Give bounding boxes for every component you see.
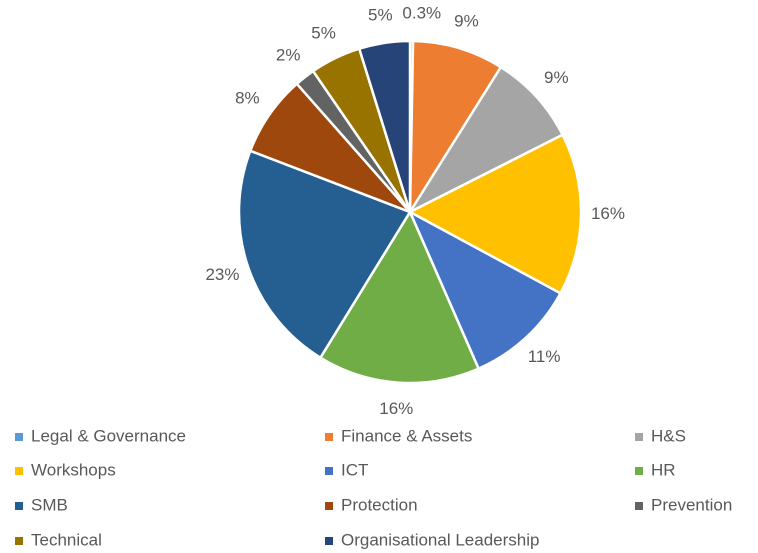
pie-slice xyxy=(408,39,503,217)
legend-label: Workshops xyxy=(31,460,116,479)
data-label: 16% xyxy=(379,399,413,418)
pie-slice xyxy=(407,209,563,371)
legend-label: Legal & Governance xyxy=(31,426,186,445)
data-label: 9% xyxy=(544,68,569,87)
data-label: 0.3% xyxy=(402,3,441,22)
legend-label: Organisational Leadership xyxy=(341,530,539,549)
legend-swatch xyxy=(325,537,333,545)
legend-swatch xyxy=(325,502,333,510)
data-label: 23% xyxy=(205,265,239,284)
data-label: 5% xyxy=(368,6,393,25)
legend-label: HR xyxy=(651,460,676,479)
data-label: 5% xyxy=(311,23,336,42)
data-label: 8% xyxy=(235,89,260,108)
data-label: 9% xyxy=(454,12,479,31)
legend-swatch xyxy=(15,467,23,475)
legend-swatch xyxy=(325,433,333,441)
legend-label: ICT xyxy=(341,460,368,479)
legend-label: Protection xyxy=(341,495,418,514)
data-label: 11% xyxy=(528,347,561,366)
pie-slice xyxy=(237,149,412,360)
pie-slice xyxy=(407,133,583,295)
legend-swatch xyxy=(325,467,333,475)
legend-swatch xyxy=(635,433,643,441)
legend-label: Technical xyxy=(31,530,102,549)
legend-swatch xyxy=(15,502,23,510)
legend-swatch xyxy=(15,433,23,441)
legend-label: H&S xyxy=(651,426,686,445)
legend-swatch xyxy=(635,467,643,475)
legend-label: Finance & Assets xyxy=(341,426,472,445)
legend-label: Prevention xyxy=(651,495,732,514)
pie-slice xyxy=(357,39,412,213)
legend-swatch xyxy=(635,502,643,510)
pie-slice xyxy=(318,209,481,385)
data-label: 16% xyxy=(591,204,625,223)
pie-slice xyxy=(406,65,565,216)
legend-swatch xyxy=(15,537,23,545)
legend-label: SMB xyxy=(31,495,68,514)
data-label: 2% xyxy=(276,45,301,64)
